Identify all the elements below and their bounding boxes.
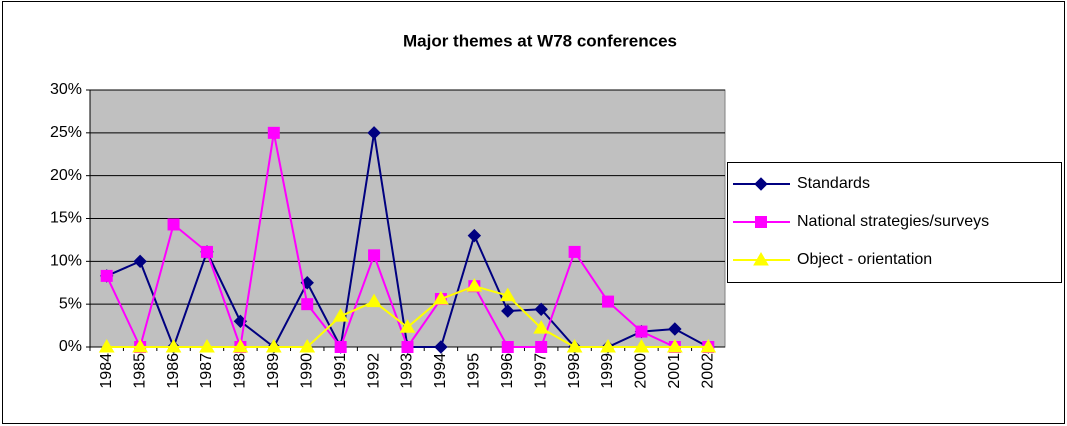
y-tick-label: 15% — [50, 210, 82, 227]
marker — [301, 298, 314, 311]
legend-label: Object - orientation — [797, 251, 932, 268]
x-tick-label: 1987 — [198, 353, 215, 389]
marker — [401, 341, 414, 353]
marker — [467, 228, 482, 243]
marker — [132, 339, 149, 353]
marker — [466, 278, 483, 292]
y-tick-label: 5% — [59, 295, 82, 312]
marker — [265, 339, 282, 353]
marker — [299, 339, 316, 353]
marker — [755, 216, 767, 228]
x-tick-label: 1995 — [466, 353, 483, 389]
marker — [568, 245, 581, 258]
marker — [100, 269, 113, 282]
x-tick-label: 1984 — [98, 353, 115, 389]
marker — [368, 249, 381, 262]
marker — [566, 339, 583, 353]
marker — [434, 340, 448, 354]
marker — [666, 339, 683, 353]
x-tick-label: 1991 — [332, 353, 349, 389]
marker — [753, 252, 769, 266]
y-tick-label: 25% — [50, 124, 82, 141]
marker — [267, 126, 280, 139]
x-tick-label: 1993 — [399, 353, 416, 389]
marker — [334, 341, 347, 353]
marker — [433, 291, 449, 305]
x-tick-label: 1990 — [298, 353, 315, 389]
marker — [366, 293, 382, 308]
marker — [133, 254, 147, 269]
marker — [332, 308, 349, 322]
marker — [167, 218, 180, 231]
marker — [98, 339, 115, 353]
marker — [602, 295, 615, 308]
x-tick-label: 2002 — [700, 353, 717, 389]
x-tick-label: 1996 — [499, 353, 516, 389]
legend-label: Standards — [797, 175, 870, 192]
marker — [700, 339, 717, 353]
y-tick-label: 30% — [50, 81, 82, 98]
marker — [533, 320, 550, 334]
marker — [633, 339, 650, 353]
x-tick-label: 1997 — [532, 353, 549, 389]
x-tick-label: 2001 — [666, 353, 683, 389]
x-tick-label: 1992 — [365, 353, 382, 389]
chart-title: Major themes at W78 conferences — [403, 31, 677, 50]
x-tick-label: 2000 — [633, 353, 650, 389]
x-tick-label: 1985 — [131, 353, 148, 389]
marker — [668, 322, 682, 336]
marker — [635, 325, 648, 338]
x-tick-label: 1988 — [232, 353, 249, 389]
marker — [232, 339, 249, 353]
x-tick-label: 1998 — [566, 353, 583, 389]
marker — [399, 319, 416, 333]
x-tick-label: 1989 — [265, 353, 282, 389]
marker — [501, 304, 515, 318]
marker — [501, 341, 514, 353]
y-tick-label: 0% — [59, 338, 82, 355]
marker — [199, 339, 215, 353]
marker — [499, 287, 516, 302]
marker — [535, 341, 548, 353]
legend-label: National strategies/surveys — [797, 213, 989, 230]
marker — [200, 245, 213, 258]
marker — [367, 126, 381, 140]
marker — [165, 339, 182, 353]
x-tick-label: 1999 — [599, 353, 616, 389]
y-tick-label: 20% — [50, 167, 82, 184]
marker — [534, 302, 548, 317]
x-tick-label: 1986 — [165, 353, 182, 389]
x-tick-label: 1994 — [432, 353, 449, 389]
marker — [600, 339, 616, 353]
y-tick-label: 10% — [50, 253, 82, 270]
marker — [754, 177, 768, 191]
